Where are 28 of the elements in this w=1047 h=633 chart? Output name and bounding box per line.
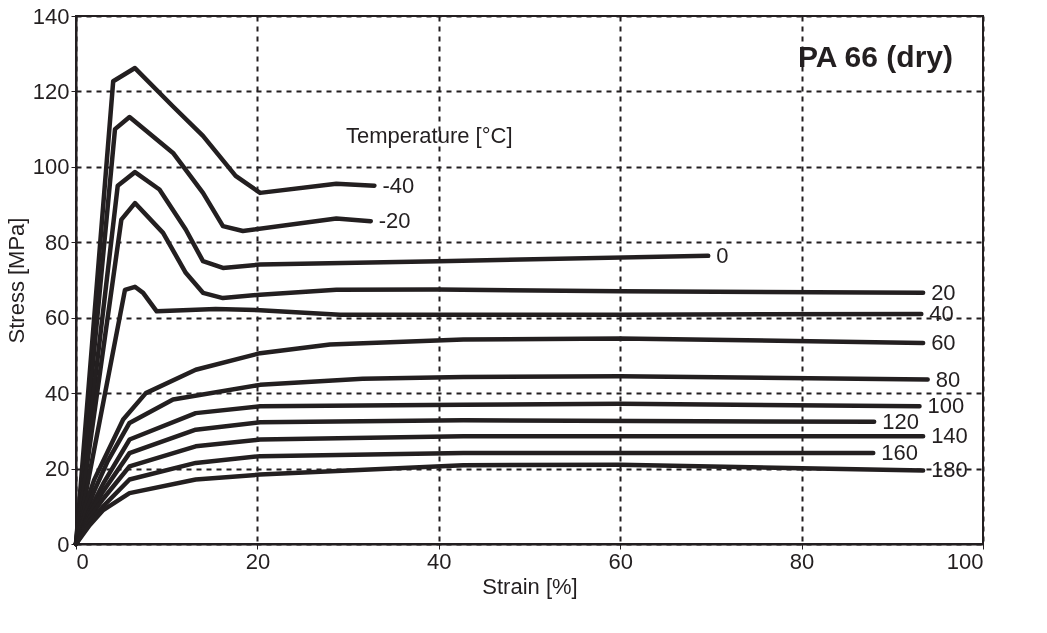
x-tick-label: 80 xyxy=(789,548,815,574)
series-label: 100 xyxy=(927,393,965,419)
x-axis-title: Strain [%] xyxy=(482,573,578,599)
y-tick-label: 80 xyxy=(45,229,70,255)
series-label: 120 xyxy=(882,408,919,434)
series-label: 140 xyxy=(931,423,968,449)
y-tick-label: 60 xyxy=(45,305,70,331)
x-tick-label: 0 xyxy=(76,548,89,574)
series-label: 80 xyxy=(935,366,961,392)
annotation: Temperature [°C] xyxy=(346,123,513,148)
series-label: 180 xyxy=(931,457,968,483)
series-label: -20 xyxy=(378,208,411,234)
x-tick-label: 40 xyxy=(427,548,452,574)
y-tick-label: 100 xyxy=(32,154,70,180)
y-tick-label: 0 xyxy=(57,531,70,557)
y-tick-label: 140 xyxy=(32,3,70,29)
text: PA 66 (dry) xyxy=(797,40,953,73)
series-label: -40 xyxy=(382,172,415,198)
x-tick-label: 60 xyxy=(608,548,633,574)
x-tick-label: 100 xyxy=(946,548,984,574)
y-tick-label: 20 xyxy=(45,456,70,482)
series-label: 160 xyxy=(881,440,918,466)
x-tick-label: 20 xyxy=(245,548,271,574)
y-tick-label: 40 xyxy=(45,380,70,406)
series-label: 0 xyxy=(716,242,729,268)
series-label: 60 xyxy=(931,329,956,355)
y-tick-label: 120 xyxy=(32,78,70,104)
y-axis-title: Stress [MPa] xyxy=(3,217,29,344)
